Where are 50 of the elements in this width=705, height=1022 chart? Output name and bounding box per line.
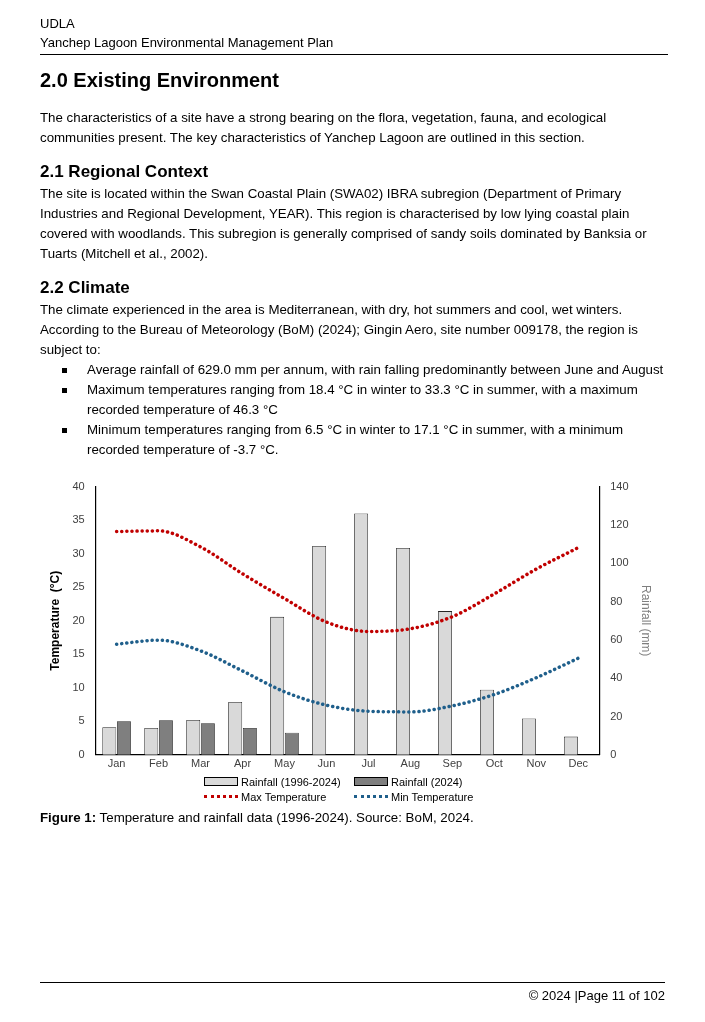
x-tick-label: Jul <box>361 757 376 770</box>
x-tick-label: Feb <box>149 757 169 770</box>
text: The climate experienced in the area is Mediterranean, with dry, hot summers and cool, wet winters. According to the Bureau of Meteorology (BoM) (2024); Gingin Aero, site number 009178, the region is subject to: <box>40 301 639 359</box>
text: 2.1 Regional Context <box>40 162 210 182</box>
text: 2.0 Existing Environment <box>40 69 280 92</box>
y2-tick-label: 20 <box>610 709 623 722</box>
x-tick-label: Oct <box>485 757 503 770</box>
text: The characteristics of a site have a strong bearing on the flora, vegetation, fauna, and ecological communities present. The key characteristics of Yanchep Lagoon are outlined in this section. <box>40 109 608 147</box>
text: Yanchep Lagoon Environmental Management Plan <box>40 33 668 55</box>
y2-tick-label: 120 <box>610 517 629 530</box>
y2-tick-label: 0 <box>610 747 617 760</box>
text: Average rainfall of 629.0 mm per annum, with rain falling predominantly between June and August <box>86 361 665 379</box>
x-tick-label: May <box>274 757 296 770</box>
y-tick-label: 30 <box>72 546 85 559</box>
text: 2.2 Climate <box>40 278 131 298</box>
text: UDLA <box>40 15 76 33</box>
legend-label: Rainfall (2024) <box>391 775 463 788</box>
x-tick-label: Jan <box>107 757 126 770</box>
y-tick-label: 15 <box>72 647 85 660</box>
x-tick-label: Dec <box>568 757 589 770</box>
x-tick-label: Mar <box>191 757 211 770</box>
text: The site is located within the Swan Coastal Plain (SWA02) IBRA subregion (Department of Primary Industries and Regional Development, YEAR). This region is characterised by low lying coastal plain covered with woodlands. This subregion is generally comprised of sandy soils dominated by Banksia or Tuarts (Mitchell et al., 2002). <box>40 185 648 263</box>
x-tick-label: Sep <box>442 757 463 770</box>
y-tick-label: 5 <box>78 714 85 727</box>
y-tick-label: 20 <box>72 613 85 626</box>
x-tick-label: Nov <box>526 757 547 770</box>
legend-label: Min Temperature <box>391 790 474 803</box>
legend-label: Rainfall (1996-2024) <box>241 775 341 788</box>
y-axis-title: Temperature (°C) <box>47 570 62 671</box>
legend-label: Max Temperature <box>241 790 327 803</box>
y2-tick-label: 140 <box>610 479 629 492</box>
y2-axis-title: Rainfall (mm) <box>639 585 654 657</box>
text: © 2024 |Page 11 of 102 <box>40 982 665 1003</box>
x-tick-label: Aug <box>400 757 421 770</box>
y-tick-label: 35 <box>72 513 85 526</box>
y-tick-label: 40 <box>72 479 85 492</box>
y2-tick-label: 80 <box>610 594 623 607</box>
y-tick-label: 0 <box>78 747 85 760</box>
text: Minimum temperatures ranging from 6.5 °C in winter to 17.1 °C in summer, with a minimum recorded temperature of -3.7 °C. <box>86 421 625 459</box>
line-series <box>114 529 581 634</box>
y2-tick-label: 60 <box>610 632 623 645</box>
text: Maximum temperatures ranging from 18.4 °C in winter to 33.3 °C in summer, with a maximum recorded temperature of 46.3 °C <box>86 381 639 419</box>
y2-tick-label: 40 <box>610 671 623 684</box>
x-tick-label: Jun <box>317 757 336 770</box>
y-tick-label: 25 <box>72 580 85 593</box>
y2-tick-label: 100 <box>610 556 629 569</box>
caption: Figure 1: Temperature and rainfall data (1996-2024). Source: BoM, 2024. <box>40 810 475 825</box>
line-series <box>114 638 581 714</box>
x-tick-label: Apr <box>233 757 252 770</box>
y-tick-label: 10 <box>72 680 85 693</box>
